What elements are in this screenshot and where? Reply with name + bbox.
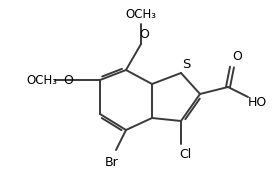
Text: Cl: Cl — [179, 147, 191, 161]
Text: O: O — [139, 28, 149, 41]
Text: OCH₃: OCH₃ — [27, 74, 57, 87]
Text: HO: HO — [247, 95, 267, 108]
Text: S: S — [182, 57, 190, 70]
Text: O: O — [232, 50, 242, 63]
Text: Br: Br — [105, 156, 119, 169]
Text: O: O — [63, 74, 73, 87]
Text: OCH₃: OCH₃ — [125, 7, 157, 21]
